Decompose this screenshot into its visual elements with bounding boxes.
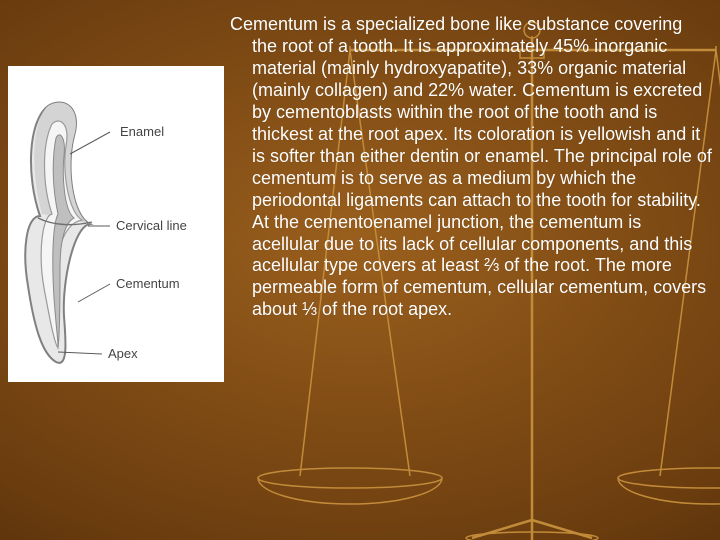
slide: Enamel Cervical line Cementum Apex Cemen… [0, 0, 720, 540]
tooth-diagram: Enamel Cervical line Cementum Apex [8, 66, 224, 382]
label-cementum: Cementum [116, 276, 180, 291]
body-text: Cementum is a specialized bone like subs… [230, 14, 712, 321]
label-apex: Apex [108, 346, 138, 361]
label-enamel: Enamel [120, 124, 164, 139]
label-cervical: Cervical line [116, 218, 187, 233]
tooth-diagram-svg: Enamel Cervical line Cementum Apex [8, 66, 224, 382]
